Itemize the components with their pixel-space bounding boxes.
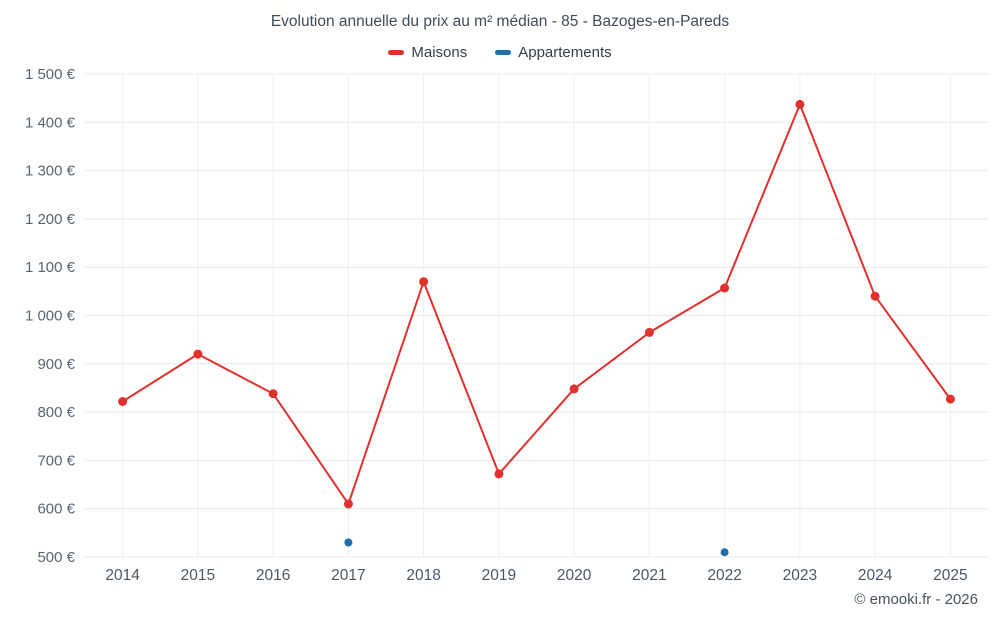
x-tick-label: 2020: [557, 567, 592, 584]
point-maisons-2022[interactable]: [720, 283, 730, 293]
y-tick-label: 1 300 €: [25, 163, 76, 180]
legend-item-maisons[interactable]: Maisons: [388, 44, 467, 61]
y-tick-label: 900 €: [37, 356, 75, 373]
x-tick-label: 2023: [783, 567, 817, 584]
point-maisons-2016[interactable]: [268, 389, 278, 399]
legend-item-appartements[interactable]: Appartements: [495, 44, 612, 61]
x-tick-label: 2019: [482, 567, 516, 584]
point-maisons-2014[interactable]: [118, 397, 128, 406]
y-tick-label: 1 500 €: [25, 66, 76, 83]
x-tick-label: 2018: [406, 567, 440, 584]
y-tick-label: 1 100 €: [25, 259, 76, 276]
point-maisons-2015[interactable]: [193, 349, 203, 359]
x-tick-label: 2015: [181, 567, 215, 584]
x-tick-label: 2016: [256, 567, 290, 584]
legend-swatch-maisons: [388, 50, 405, 55]
x-tick-label: 2021: [632, 567, 666, 584]
y-tick-label: 700 €: [37, 452, 75, 469]
y-tick-label: 800 €: [37, 404, 75, 421]
point-maisons-2018[interactable]: [419, 277, 429, 287]
y-tick-label: 600 €: [37, 501, 75, 518]
y-tick-label: 1 200 €: [25, 211, 76, 228]
point-maisons-2019[interactable]: [494, 469, 504, 479]
y-tick-label: 1 400 €: [25, 114, 76, 131]
x-tick-label: 2014: [105, 567, 140, 584]
chart-title: Evolution annuelle du prix au m² médian …: [270, 13, 730, 30]
y-tick-label: 1 000 €: [25, 308, 76, 325]
point-maisons-2017[interactable]: [343, 499, 353, 509]
point-maisons-2024[interactable]: [870, 291, 880, 301]
x-tick-label: 2024: [858, 567, 893, 584]
x-tick-label: 2022: [707, 567, 741, 584]
x-tick-label: 2017: [331, 567, 365, 584]
point-maisons-2020[interactable]: [569, 384, 579, 394]
point-appartements-2017[interactable]: [344, 538, 353, 547]
chart-legend: Maisons Appartements: [0, 44, 1000, 61]
point-maisons-2023[interactable]: [795, 99, 805, 109]
point-appartements-2022[interactable]: [720, 548, 729, 557]
y-tick-label: 500 €: [37, 549, 75, 566]
point-maisons-2021[interactable]: [644, 327, 654, 337]
legend-label: Maisons: [411, 44, 468, 61]
legend-swatch-appartements: [495, 50, 512, 55]
legend-label: Appartements: [518, 44, 612, 61]
series-line-maisons: [121, 103, 952, 505]
x-tick-label: 2025: [933, 567, 967, 584]
point-maisons-2025[interactable]: [945, 394, 955, 404]
copyright-text: © emooki.fr - 2026: [854, 591, 978, 608]
